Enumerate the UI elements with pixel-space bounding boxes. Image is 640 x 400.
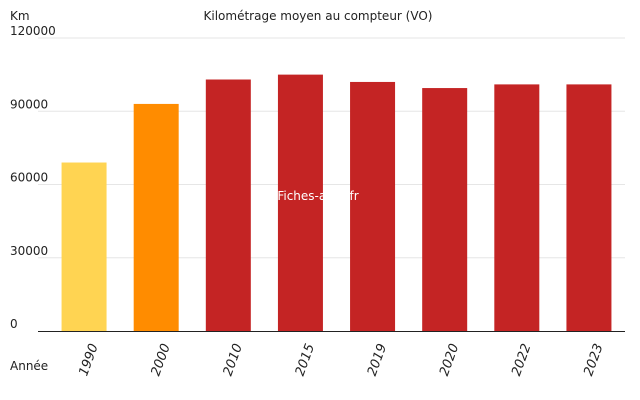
y-tick-label: 90000 [10,97,48,111]
x-tick-label: 2022 [509,342,534,378]
bar-1990 [61,162,107,331]
x-tick-label: 2015 [293,342,318,378]
x-axis-label: Année [10,359,48,373]
x-axis-categories: 1990 2000 2010 2015 2019 2020 2022 2023 [76,342,606,378]
y-tick-label: 30000 [10,244,48,258]
bar-2022 [494,84,540,332]
bar-2020 [422,88,468,331]
bar-2015 [277,74,323,331]
y-axis-ticks: 0 30000 60000 90000 120000 [10,24,56,331]
y-tick-label: 0 [10,317,18,331]
x-tick-label: 2010 [221,342,246,378]
x-tick-label: 2019 [365,342,390,378]
x-tick-label: 2023 [581,342,606,378]
y-axis-unit-label: Km [10,9,30,23]
bar-2000 [133,103,179,331]
y-tick-label: 120000 [10,24,56,38]
chart-title: Kilométrage moyen au compteur (VO) [204,9,433,23]
x-tick-label: 2020 [437,342,462,378]
bar-2019 [350,81,396,331]
bars [61,74,612,332]
x-tick-label: 1990 [76,342,101,378]
watermark: Fiches-auto.fr [277,189,358,203]
y-tick-label: 60000 [10,171,48,185]
bar-2010 [205,79,251,331]
x-tick-label: 2000 [148,342,173,378]
bar-2023 [566,84,612,332]
